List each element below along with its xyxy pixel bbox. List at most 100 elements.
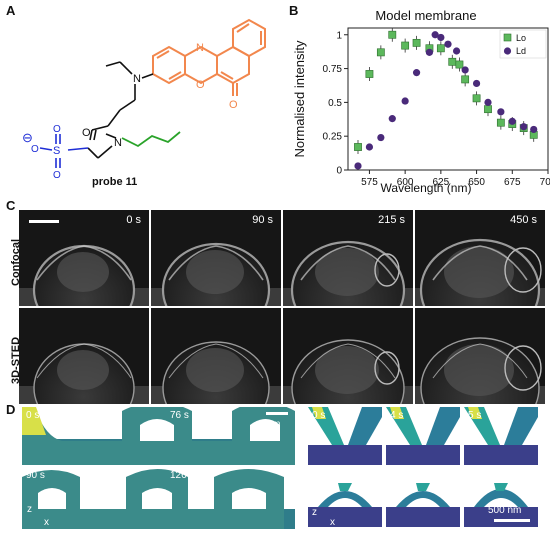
d-right-axis-z: z <box>312 507 317 518</box>
data-point-lo <box>436 44 445 53</box>
data-point-lo <box>484 105 492 114</box>
d-right-time: 17s <box>468 472 485 483</box>
d-left-bottom-time: 126 s <box>170 470 195 481</box>
data-point-lo <box>496 118 505 127</box>
data-point-ld <box>452 47 461 55</box>
sulfonate-group <box>39 134 89 168</box>
data-point-lo <box>401 41 410 50</box>
data-point-lo <box>455 60 464 69</box>
y-tick-label: 1 <box>336 30 342 41</box>
micro-tile-r1-c1 <box>151 308 281 404</box>
data-point-lo <box>376 48 385 57</box>
data-point-ld <box>354 162 362 170</box>
micro-tile-r0-c3: 450 s <box>415 210 545 306</box>
negative-charge-icon: ⊖ <box>22 130 33 145</box>
d-left-scale-label: 1 μm <box>258 419 281 430</box>
d-right-scale-label: 500 nm <box>488 505 522 516</box>
data-point-ld <box>437 33 445 42</box>
butyl-chain <box>121 131 181 148</box>
data-point-ld <box>472 79 481 88</box>
micro-tile-r1-c0 <box>19 308 149 404</box>
data-point-lo <box>448 57 457 66</box>
ring-nitrogen-atom: N <box>196 42 204 54</box>
chart-plot-area <box>347 27 549 171</box>
x-tick-label: 650 <box>468 177 485 188</box>
amide-nitrogen-atom: N <box>114 137 122 149</box>
d-right-time: 10s <box>390 472 407 483</box>
data-point-lo <box>461 75 470 84</box>
x-tick-label: 575 <box>361 177 378 188</box>
data-point-lo <box>365 70 374 78</box>
data-point-ld <box>508 117 516 125</box>
legend-lo-marker <box>503 33 512 42</box>
d-right-tile-r1-c2: 17s 500 nm <box>464 469 538 527</box>
sulfur-atom: S <box>53 145 60 157</box>
ketone-oxygen-atom: O <box>229 99 238 111</box>
data-point-ld <box>401 97 409 105</box>
linker-bonds <box>87 61 154 159</box>
micro-tile-r0-c0: 0 s <box>19 210 149 306</box>
chart-title: Model membrane <box>375 8 476 23</box>
emission-spectrum-chart: Model membrane Normalised intensity Wave… <box>292 8 550 195</box>
data-point-lo <box>412 38 421 47</box>
time-label: 90 s <box>252 214 273 226</box>
micro-tile-r1-c3 <box>415 308 545 404</box>
data-point-ld <box>365 143 374 151</box>
time-label: 450 s <box>510 214 537 226</box>
data-point-ld <box>425 48 434 56</box>
d-left-top-time: 76 s <box>170 410 189 421</box>
x-tick-label: 600 <box>397 177 414 188</box>
data-point-ld <box>484 98 492 106</box>
d-right-time: 4 s <box>390 410 404 421</box>
panel-d-left-top: 0 s 71 s 76 s 1 μm <box>22 407 295 465</box>
panel-label-b: B <box>289 3 299 18</box>
x-tick-label: 625 <box>433 177 450 188</box>
chart-x-label: Wavelength (nm) <box>381 181 472 195</box>
probe-structure: N O O N O N O S O O ⊖ <box>22 18 266 181</box>
panel-label-a: A <box>6 3 16 18</box>
data-point-ld <box>497 108 505 116</box>
d-right-tile-r1-c1: 10s <box>386 469 460 527</box>
fluorophore-core <box>152 18 266 96</box>
sulfonate-oxygen-anion: O <box>31 144 39 155</box>
y-tick-label: 0 <box>336 166 342 177</box>
chart-legend: Lo Ld <box>499 29 547 59</box>
d-left-top-time: 0 s <box>26 410 40 421</box>
d-left-bottom-time: 90 s <box>26 470 45 481</box>
time-label: 215 s <box>378 214 405 226</box>
panel-label-c: C <box>6 198 16 213</box>
time-label: 0 s <box>126 214 141 226</box>
d-right-scale-bar <box>494 519 530 522</box>
amine-nitrogen-atom: N <box>133 73 141 85</box>
data-point-lo <box>354 143 362 151</box>
sulfonate-oxygen-top: O <box>53 124 61 135</box>
data-point-ld <box>461 66 469 74</box>
d-right-time: 7 s <box>312 472 326 483</box>
d-right-tile-r0-c1: 4 s <box>386 407 460 465</box>
d-left-axis-x: x <box>44 517 49 528</box>
data-point-ld <box>530 125 538 134</box>
y-tick-label: 0.75 <box>323 64 343 75</box>
data-point-lo <box>472 94 481 103</box>
data-point-lo <box>388 30 397 39</box>
data-point-ld <box>444 40 452 48</box>
d-right-axis-x: x <box>330 517 335 527</box>
legend-ld-marker <box>503 47 512 55</box>
d-right-time: 0 s <box>312 410 326 421</box>
micro-tile-r1-c2 <box>283 308 413 404</box>
micro-tile-r0-c2: 215 s <box>283 210 413 306</box>
chart-y-label: Normalised intensity <box>292 40 307 158</box>
d-left-scale-bar <box>266 412 288 415</box>
data-point-ld <box>377 133 385 142</box>
x-tick-label: 700 <box>540 177 550 188</box>
d-right-tile-r1-c0: 7 s z x <box>308 469 382 527</box>
micro-tile-r0-c1: 90 s <box>151 210 281 306</box>
amide-oxygen-atom: O <box>82 127 91 139</box>
molecule-caption: probe 11 <box>92 176 138 188</box>
panel-label-d: D <box>6 402 16 417</box>
data-point-ld <box>412 69 421 77</box>
y-tick-label: 0.25 <box>323 132 343 143</box>
panel-d-left-bottom: 90 s 122 s 126 s z x <box>22 467 295 529</box>
data-point-ld <box>388 115 396 123</box>
data-point-ld <box>431 31 439 39</box>
